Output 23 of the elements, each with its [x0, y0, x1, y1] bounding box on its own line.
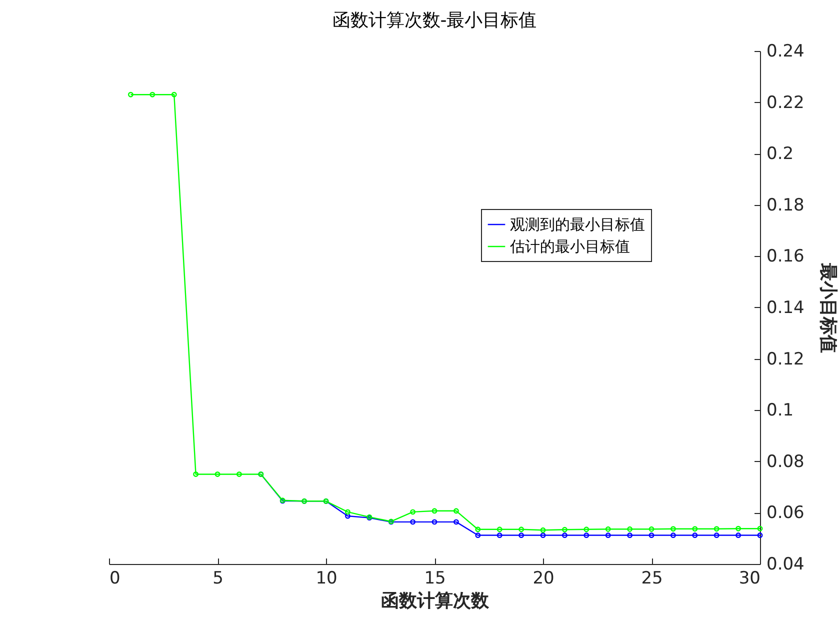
legend-label: 观测到的最小目标值 [510, 216, 645, 234]
x-tick-label: 30 [738, 568, 760, 588]
y-tick-label: 0.04 [766, 554, 804, 574]
y-tick-label: 0.24 [766, 42, 804, 62]
y-tick-label: 0.12 [766, 349, 804, 370]
y-tick-label: 0.1 [766, 400, 794, 421]
x-tick-label: 0 [110, 568, 120, 588]
y-axis-title: 最小目标值 [817, 262, 838, 353]
y-tick-label: 0.2 [766, 144, 794, 164]
x-axis-title: 函数计算次数 [381, 590, 490, 612]
legend-label: 估计的最小目标值 [509, 238, 630, 256]
x-tick-label: 10 [316, 568, 338, 588]
y-tick-label: 0.08 [766, 452, 804, 472]
x-tick-label: 25 [641, 568, 663, 588]
y-tick-label: 0.18 [766, 195, 804, 216]
y-tick-label: 0.14 [766, 298, 804, 318]
y-tick-label: 0.06 [766, 503, 804, 524]
y-tick-label: 0.22 [766, 92, 804, 113]
x-tick-label: 20 [532, 568, 554, 588]
y-tick-label: 0.16 [766, 246, 804, 267]
chart-title: 函数计算次数-最小目标值 [332, 10, 537, 31]
x-tick-label: 15 [424, 568, 446, 588]
x-tick-label: 5 [212, 568, 224, 588]
